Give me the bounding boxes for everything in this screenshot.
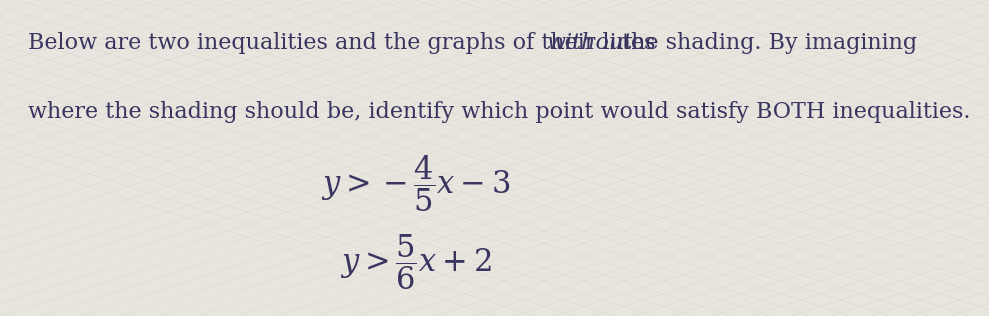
Text: Below are two inequalities and the graphs of their lines: Below are two inequalities and the graph… (28, 32, 663, 54)
Text: without: without (547, 32, 633, 54)
Text: $y > -\dfrac{4}{5}x - 3$: $y > -\dfrac{4}{5}x - 3$ (320, 153, 510, 214)
Text: the shading. By imagining: the shading. By imagining (615, 32, 917, 54)
Text: $y > \dfrac{5}{6}x + 2$: $y > \dfrac{5}{6}x + 2$ (339, 233, 492, 292)
Text: where the shading should be, identify which point would satisfy BOTH inequalitie: where the shading should be, identify wh… (28, 101, 970, 123)
